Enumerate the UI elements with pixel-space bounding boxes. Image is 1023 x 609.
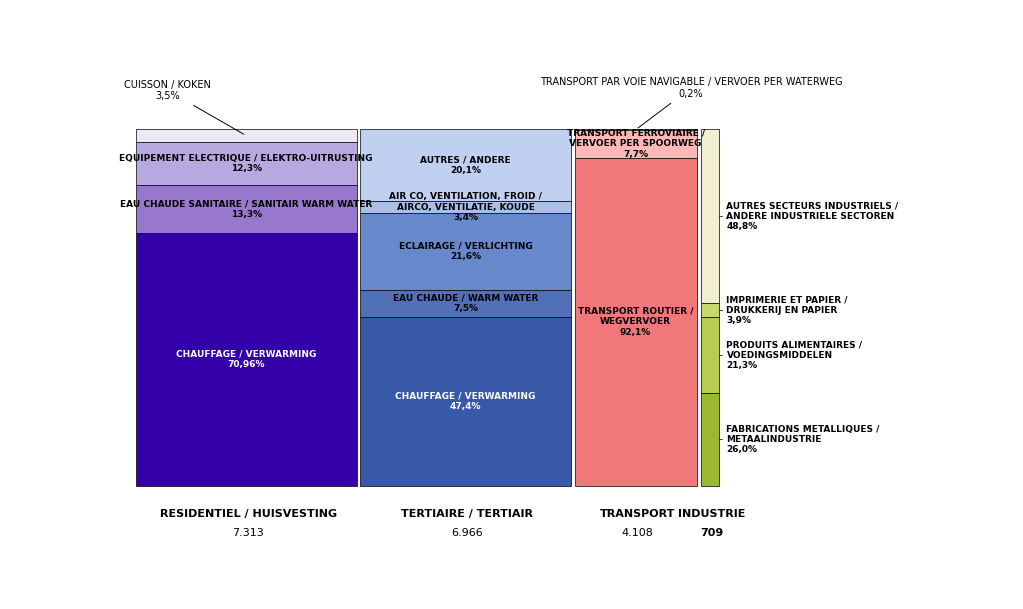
Text: TRANSPORT ROUTIER /
WEGVERVOER
92,1%: TRANSPORT ROUTIER / WEGVERVOER 92,1% [578,307,694,337]
Text: RESIDENTIEL / HUISVESTING: RESIDENTIEL / HUISVESTING [160,509,337,519]
Text: IMPRIMERIE ET PAPIER /
DRUKKERIJ EN PAPIER
3,9%: IMPRIMERIE ET PAPIER / DRUKKERIJ EN PAPI… [726,295,848,325]
Text: 6.966: 6.966 [451,528,483,538]
Text: TRANSPORT: TRANSPORT [599,509,675,519]
Text: TERTIAIRE / TERTIAIR: TERTIAIRE / TERTIAIR [401,509,533,519]
Bar [701,393,718,486]
Text: EQUIPEMENT ELECTRIQUE / ELEKTRO-UITRUSTING
12,3%: EQUIPEMENT ELECTRIQUE / ELEKTRO-UITRUSTI… [120,154,373,173]
Bar [360,317,571,486]
Text: FABRICATIONS METALLIQUES /
METAALINDUSTRIE
26,0%: FABRICATIONS METALLIQUES / METAALINDUSTR… [726,424,880,454]
Bar [136,233,357,486]
Text: CHAUFFAGE / VERWARMING
70,96%: CHAUFFAGE / VERWARMING 70,96% [176,350,316,369]
Text: EAU CHAUDE / WARM WATER
7,5%: EAU CHAUDE / WARM WATER 7,5% [393,294,538,313]
Text: EAU CHAUDE SANITAIRE / SANITAIR WARM WATER
13,3%: EAU CHAUDE SANITAIRE / SANITAIR WARM WAT… [120,199,372,219]
Bar [575,158,697,486]
Bar [701,303,718,317]
Text: TRANSPORT PAR VOIE NAVIGABLE / VERVOER PER WATERWEG
0,2%: TRANSPORT PAR VOIE NAVIGABLE / VERVOER P… [540,77,842,128]
Text: ECLAIRAGE / VERLICHTING
21,6%: ECLAIRAGE / VERLICHTING 21,6% [399,242,532,261]
Bar [136,186,357,233]
Text: INDUSTRIE: INDUSTRIE [678,509,746,519]
Text: AUTRES / ANDERE
20,1%: AUTRES / ANDERE 20,1% [420,155,510,175]
Text: 709: 709 [700,528,723,538]
Bar [360,129,571,201]
Text: TRANSPORT FERROVIAIRE /
VERVOER PER SPOORWEG
7,7%: TRANSPORT FERROVIAIRE / VERVOER PER SPOO… [567,129,705,159]
Text: 4.108: 4.108 [622,528,654,538]
Text: CUISSON / KOKEN
3,5%: CUISSON / KOKEN 3,5% [124,80,243,134]
Bar [575,129,697,130]
Text: PRODUITS ALIMENTAIRES /
VOEDINGSMIDDELEN
21,3%: PRODUITS ALIMENTAIRES / VOEDINGSMIDDELEN… [726,340,862,370]
Bar [360,290,571,317]
Bar [360,213,571,290]
Bar [701,317,718,393]
Text: 7.313: 7.313 [232,528,264,538]
Bar [360,201,571,213]
Bar [575,130,697,158]
Text: AUTRES SECTEURS INDUSTRIELS /
ANDERE INDUSTRIELE SECTOREN
48,8%: AUTRES SECTEURS INDUSTRIELS / ANDERE IND… [726,202,898,231]
Bar [136,142,357,186]
Bar [701,129,718,303]
Bar [136,129,357,142]
Text: AIR CO, VENTILATION, FROID /
AIRCO, VENTILATIE, KOUDE
3,4%: AIR CO, VENTILATION, FROID / AIRCO, VENT… [389,192,542,222]
Text: CHAUFFAGE / VERWARMING
47,4%: CHAUFFAGE / VERWARMING 47,4% [395,392,536,411]
